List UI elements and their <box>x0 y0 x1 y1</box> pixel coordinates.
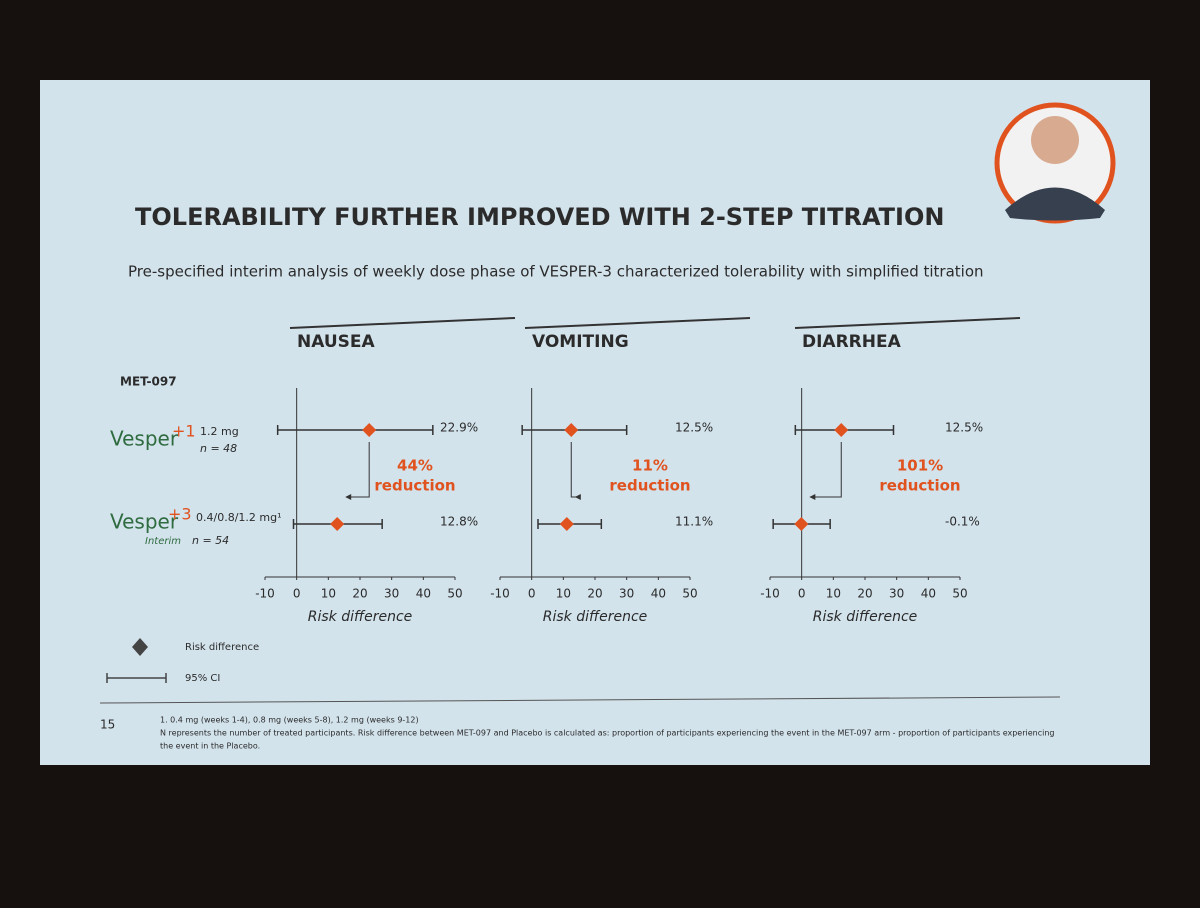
speaker-face <box>1031 116 1079 164</box>
header-rule <box>524 317 751 329</box>
footnote: 1. 0.4 mg (weeks 1-4), 0.8 mg (weeks 5-8… <box>160 716 419 725</box>
value-label: 12.5% <box>945 421 983 435</box>
x-tick-label: 50 <box>952 587 967 601</box>
row-note: Interim <box>145 536 181 547</box>
risk-diamond <box>559 517 574 531</box>
x-tick-label: 10 <box>826 587 841 601</box>
value-label: 11.1% <box>675 515 713 529</box>
ci-whisker <box>276 425 434 435</box>
legend-interval: 95% CI <box>185 673 220 684</box>
speaker-suit <box>1005 187 1105 221</box>
x-tick-label: 10 <box>556 587 571 601</box>
arrow-head <box>574 494 581 500</box>
x-tick-label: 20 <box>857 587 872 601</box>
header-rule <box>289 317 516 329</box>
chart-title: NAUSEA <box>297 332 376 352</box>
x-tick-label: 20 <box>587 587 602 601</box>
chart-title: VOMITING <box>532 332 629 352</box>
legend-interval-icon <box>106 673 167 683</box>
row-dose: 1.2 mg <box>200 425 239 438</box>
arrow <box>349 442 370 498</box>
chart-title: DIARRHEA <box>802 332 902 352</box>
arrow <box>813 442 842 498</box>
risk-diamond <box>794 517 809 531</box>
risk-diamond <box>330 517 345 531</box>
header-rule <box>794 317 1021 329</box>
arrow-head <box>345 494 352 500</box>
x-tick-label: 0 <box>293 587 301 601</box>
annotation: reduction <box>374 477 455 495</box>
arrow-head <box>809 494 816 500</box>
risk-diamond <box>362 423 377 437</box>
annotation: 101% <box>897 457 943 475</box>
x-tick-label: -10 <box>760 587 780 601</box>
annotation: 11% <box>632 457 668 475</box>
value-label: 12.5% <box>675 421 713 435</box>
x-tick-label: 30 <box>384 587 399 601</box>
risk-diamond <box>564 423 579 437</box>
legend-diamond <box>132 638 148 656</box>
row-name: Vesper <box>110 510 179 534</box>
risk-diamond <box>834 423 849 437</box>
value-label: -0.1% <box>945 515 980 529</box>
x-tick-label: -10 <box>490 587 510 601</box>
legend-point: Risk difference <box>185 642 259 653</box>
annotation: reduction <box>609 477 690 495</box>
slide <box>40 80 1150 765</box>
annotation: 44% <box>397 457 433 475</box>
footnote: N represents the number of treated parti… <box>160 729 1055 738</box>
x-tick-label: 10 <box>321 587 336 601</box>
row-n: n = 48 <box>200 442 237 455</box>
x-tick-label: 50 <box>682 587 697 601</box>
row-mark: +3 <box>168 505 192 524</box>
value-label: 12.8% <box>440 515 478 529</box>
slide-subtitle: Pre-specified interim analysis of weekly… <box>128 263 984 281</box>
row-dose: 0.4/0.8/1.2 mg¹ <box>196 511 282 524</box>
x-tick-label: 40 <box>416 587 431 601</box>
value-label: 22.9% <box>440 421 478 435</box>
x-tick-label: 40 <box>651 587 666 601</box>
group-label: MET-097 <box>120 375 177 389</box>
x-axis-label: Risk difference <box>813 609 918 625</box>
x-axis-label: Risk difference <box>543 609 648 625</box>
x-tick-label: 30 <box>619 587 634 601</box>
row-name: Vesper <box>110 427 179 451</box>
x-tick-label: 40 <box>921 587 936 601</box>
annotation: reduction <box>879 477 960 495</box>
x-tick-label: 20 <box>352 587 367 601</box>
x-tick-label: 0 <box>798 587 806 601</box>
slide-title: TOLERABILITY FURTHER IMPROVED WITH 2-STE… <box>135 203 944 231</box>
x-tick-label: 0 <box>528 587 536 601</box>
footer-rule <box>99 696 1061 704</box>
x-tick-label: 30 <box>889 587 904 601</box>
x-axis-label: Risk difference <box>308 609 413 625</box>
row-n: n = 54 <box>192 534 229 547</box>
row-mark: +1 <box>172 422 196 441</box>
page-number: 15 <box>100 718 115 732</box>
x-tick-label: 50 <box>447 587 462 601</box>
footnote: the event in the Placebo. <box>160 742 260 751</box>
x-tick-label: -10 <box>255 587 275 601</box>
